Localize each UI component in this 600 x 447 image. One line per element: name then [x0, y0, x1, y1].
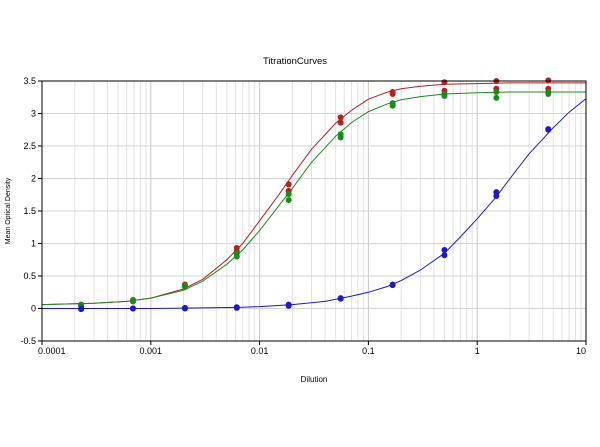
data-point [78, 306, 85, 313]
data-point [441, 247, 448, 253]
data-point [493, 89, 500, 96]
data-point [233, 253, 240, 260]
x-tick-label: 10 [576, 346, 586, 356]
x-tick-label: 0.0001 [38, 346, 66, 356]
y-tick-label: 2 [31, 174, 36, 184]
x-tick-label: 0.001 [140, 346, 163, 356]
y-axis-label: Mean Optical Density [5, 177, 12, 244]
series-fit-line [41, 91, 586, 306]
data-point [441, 92, 448, 99]
data-point [389, 282, 396, 289]
y-tick-label: 1 [31, 239, 36, 249]
series-fit-line [42, 98, 587, 309]
y-tick-label: 1.5 [23, 206, 36, 216]
data-point [545, 77, 552, 84]
data-point [545, 91, 552, 97]
data-point [285, 196, 292, 203]
data-point [181, 305, 188, 312]
data-point [337, 295, 344, 302]
y-tick-label: 3 [31, 109, 36, 119]
chart-title: TitrationCurves [263, 56, 327, 67]
grid-lines [41, 80, 586, 342]
data-point [493, 94, 500, 101]
y-tick-label: 0.5 [23, 271, 36, 281]
data-point [337, 119, 344, 126]
data-point [285, 181, 292, 188]
data-point [181, 284, 188, 291]
data-point [285, 302, 292, 309]
data-point [285, 191, 292, 198]
data-point [493, 193, 500, 200]
x-tick-label: 0.1 [362, 346, 375, 356]
data-point [389, 91, 396, 97]
data-point [129, 298, 136, 305]
y-tick-label: 2.5 [23, 141, 36, 151]
data-point [389, 102, 396, 109]
data-point [129, 305, 136, 312]
series-fit-line [41, 82, 586, 306]
data-point [337, 114, 344, 121]
x-axis-label: Dilution [301, 375, 328, 384]
x-tick-label: 1 [475, 346, 480, 356]
fitted-curves [41, 82, 587, 309]
y-tick-label: 3.5 [23, 76, 36, 86]
data-point [233, 304, 240, 311]
data-points [78, 77, 552, 313]
data-point [337, 134, 344, 141]
data-point [441, 79, 448, 86]
axis-ticks: 0.0001 0.001 0.01 0.1 1 10 -0.5 0 0.5 1 1.5 2 2.5 3 3.… [20, 76, 587, 356]
data-point [441, 252, 448, 259]
x-tick-label: 0.01 [251, 346, 269, 356]
y-tick-label: 0 [31, 304, 36, 314]
y-tick-label: -0.5 [20, 336, 36, 346]
data-point [545, 126, 552, 133]
